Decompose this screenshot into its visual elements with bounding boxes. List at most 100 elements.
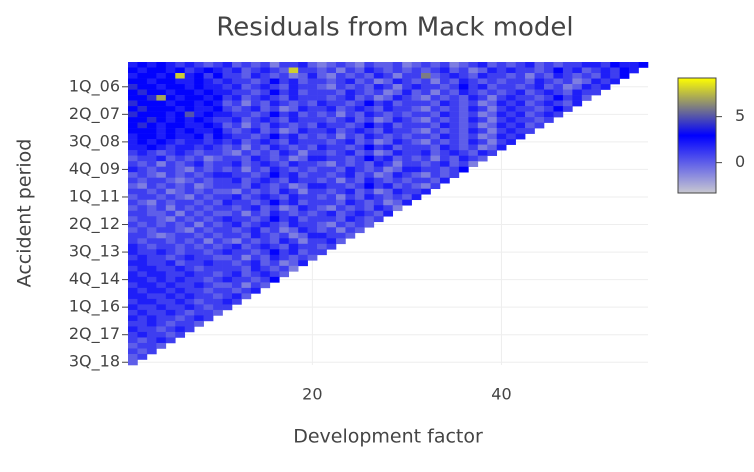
heatmap-cell xyxy=(430,122,441,129)
heatmap-cell xyxy=(534,62,545,68)
heatmap-cell xyxy=(250,78,261,85)
y-tick-label: 4Q_14 xyxy=(69,269,120,289)
heatmap-cell xyxy=(421,139,431,145)
heatmap-cell xyxy=(213,139,223,145)
heatmap-cell xyxy=(402,172,412,178)
heatmap-cell xyxy=(468,150,479,156)
heatmap-cell xyxy=(506,139,516,145)
heatmap-cell xyxy=(279,150,290,156)
heatmap-cell xyxy=(477,155,488,162)
heatmap-cell xyxy=(317,73,327,79)
heatmap-cell xyxy=(165,326,176,333)
heatmap-cell xyxy=(610,73,620,79)
heatmap-cell xyxy=(203,89,214,96)
heatmap-cell xyxy=(468,144,479,151)
heatmap-cell xyxy=(165,122,176,129)
heatmap-cell xyxy=(525,117,535,123)
heatmap-cell xyxy=(222,122,233,129)
heatmap-cell xyxy=(317,221,327,228)
heatmap-cell xyxy=(468,161,479,167)
heatmap-cell xyxy=(421,183,431,190)
heatmap-cell xyxy=(194,293,204,300)
heatmap-cell xyxy=(373,150,384,156)
heatmap-cell xyxy=(392,139,403,145)
heatmap-cell xyxy=(260,265,271,272)
heatmap-cell xyxy=(326,166,337,173)
heatmap-cell xyxy=(373,122,384,129)
heatmap-cell xyxy=(326,183,337,190)
heatmap-cell xyxy=(213,84,223,90)
heatmap-cell xyxy=(213,188,223,195)
heatmap-cell xyxy=(156,293,167,300)
heatmap-cell xyxy=(345,62,356,68)
heatmap-cell xyxy=(383,205,394,212)
heatmap-cell xyxy=(175,254,186,261)
heatmap-cell xyxy=(317,249,327,256)
heatmap-cell xyxy=(184,243,195,250)
heatmap-cell xyxy=(232,150,242,156)
heatmap-cell xyxy=(421,106,431,112)
heatmap-cell xyxy=(307,95,318,101)
heatmap-cell xyxy=(468,117,479,123)
heatmap-cell xyxy=(317,133,327,140)
heatmap-cell xyxy=(430,155,441,162)
heatmap-cell xyxy=(364,172,375,178)
heatmap-cell xyxy=(213,276,223,283)
heatmap-cell xyxy=(572,84,583,90)
heatmap-cell xyxy=(317,100,327,107)
heatmap-cell xyxy=(421,122,431,129)
heatmap-cell xyxy=(128,227,138,234)
heatmap-cell xyxy=(137,320,148,327)
heatmap-cell xyxy=(146,309,157,316)
heatmap-cell xyxy=(345,177,356,184)
heatmap-cell xyxy=(279,238,290,245)
heatmap-cell xyxy=(146,315,157,322)
heatmap-cell xyxy=(402,67,412,74)
heatmap-cell xyxy=(128,254,138,261)
heatmap-cell xyxy=(364,67,375,74)
heatmap-cell xyxy=(184,111,195,118)
heatmap-cell xyxy=(477,144,488,151)
heatmap-cell xyxy=(525,67,535,74)
heatmap-cell xyxy=(298,161,308,167)
heatmap-cell xyxy=(496,117,507,123)
heatmap-cell xyxy=(165,216,176,223)
heatmap-cell xyxy=(458,161,469,167)
heatmap-cell xyxy=(288,161,299,167)
heatmap-cell xyxy=(298,100,308,107)
heatmap-cell xyxy=(175,172,186,178)
heatmap-cell xyxy=(298,183,308,190)
heatmap-cell xyxy=(411,133,422,140)
heatmap-cell xyxy=(392,144,403,151)
heatmap-cell xyxy=(137,210,148,217)
heatmap-cell xyxy=(222,133,233,140)
heatmap-cell xyxy=(326,128,337,134)
heatmap-cell xyxy=(232,122,242,129)
heatmap-cell xyxy=(364,106,375,112)
heatmap-cell xyxy=(544,117,554,123)
heatmap-cell xyxy=(137,254,148,261)
heatmap-cell xyxy=(515,128,526,134)
heatmap-cell xyxy=(373,177,384,184)
heatmap-cell xyxy=(260,166,271,173)
heatmap-cell xyxy=(411,73,422,79)
heatmap-cell xyxy=(326,205,337,212)
heatmap-cell xyxy=(146,254,157,261)
heatmap-cell xyxy=(354,199,365,206)
heatmap-cell xyxy=(213,249,223,256)
y-tick-label: 3Q_08 xyxy=(69,131,120,151)
heatmap-cell xyxy=(383,144,394,151)
heatmap-cell xyxy=(354,205,365,212)
heatmap-cell xyxy=(165,254,176,261)
heatmap-cell xyxy=(392,205,403,212)
heatmap-cell xyxy=(203,260,214,267)
heatmap-cell xyxy=(260,155,271,162)
heatmap-cell xyxy=(430,67,441,74)
heatmap-cell xyxy=(232,194,242,201)
heatmap-cell xyxy=(534,117,545,123)
heatmap-cell xyxy=(156,320,167,327)
heatmap-cell xyxy=(279,100,290,107)
heatmap-cell xyxy=(156,111,167,118)
heatmap-cell xyxy=(269,73,280,79)
heatmap-cell xyxy=(298,243,308,250)
